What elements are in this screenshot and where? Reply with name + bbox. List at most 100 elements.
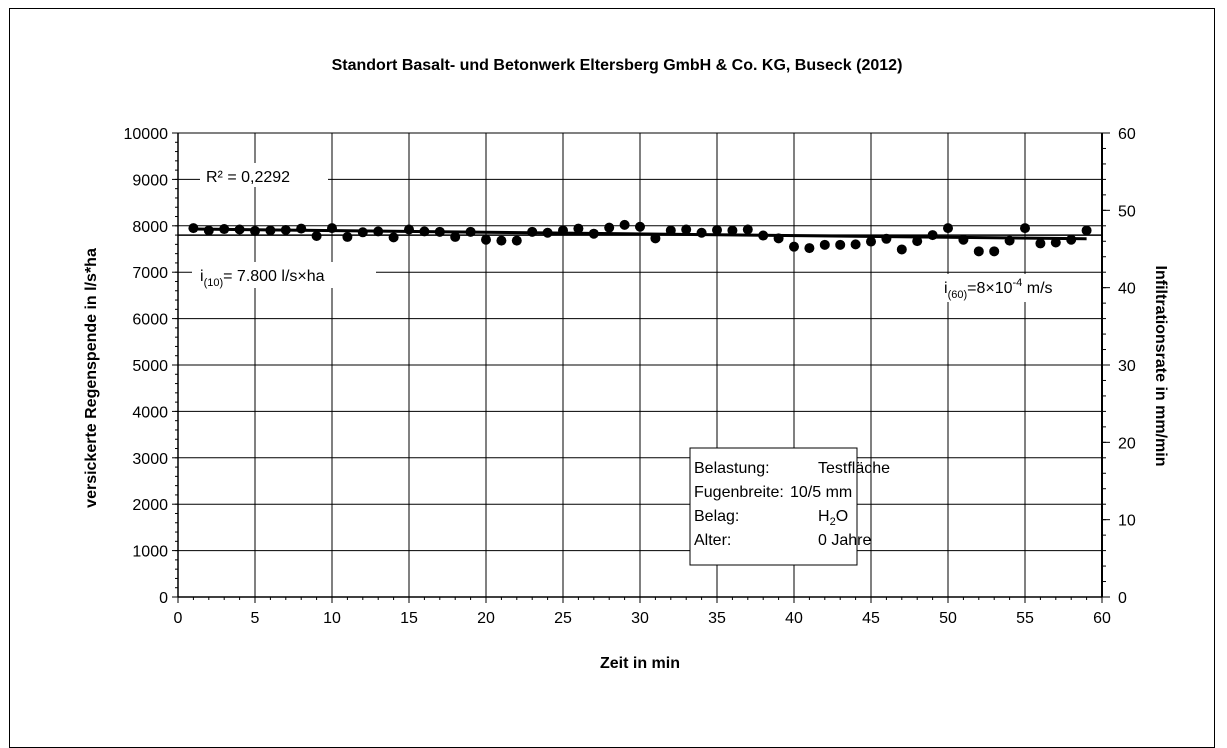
- trendline: [193, 227, 1087, 241]
- data-point: [527, 226, 538, 237]
- x-tick-label: 15: [400, 610, 418, 627]
- i60-rest: m/s: [1022, 280, 1052, 297]
- y-tick-label: 0: [159, 590, 168, 607]
- i10-label-bg: [192, 262, 376, 288]
- data-point: [265, 225, 276, 236]
- data-point: [357, 227, 368, 238]
- x-tick-label: 20: [477, 610, 495, 627]
- data-point: [419, 226, 430, 237]
- data-point: [727, 225, 738, 236]
- y-tick-label: 3000: [132, 451, 168, 468]
- data-point: [188, 223, 199, 234]
- y-tick-label: 1000: [132, 544, 168, 561]
- data-point: [542, 227, 553, 238]
- data-point: [280, 224, 291, 235]
- data-point: [650, 233, 661, 244]
- axes: [172, 132, 1110, 603]
- y-tick-label: 2000: [132, 497, 168, 514]
- i60-label: i(60)=8×10-4 m/s: [944, 277, 1053, 301]
- x-tick-label: 30: [631, 610, 649, 627]
- data-point: [712, 224, 722, 235]
- data-point: [465, 226, 476, 237]
- i60-mid: =8×10: [967, 280, 1012, 297]
- data-point: [989, 246, 1000, 257]
- x-tick-label: 5: [251, 610, 260, 627]
- data-point: [496, 235, 507, 246]
- data-point: [604, 222, 615, 233]
- data-point: [742, 224, 753, 235]
- data-point: [789, 241, 799, 252]
- data-point: [481, 234, 491, 245]
- data-point: [327, 223, 337, 234]
- info-value-belastung: Testfläche: [818, 460, 890, 477]
- x-tick-label: 0: [174, 610, 183, 627]
- chart-svg: Standort Basalt- und Betonwerk Eltersber…: [83, 57, 1169, 672]
- i10-rest: = 7.800 l/s×ha: [223, 268, 325, 285]
- chart-frame: [9, 8, 1215, 748]
- data-point: [973, 246, 984, 257]
- y2-tick-label: 0: [1118, 590, 1127, 607]
- data-point: [635, 221, 645, 232]
- data-point: [835, 239, 846, 250]
- data-point: [311, 231, 322, 242]
- data-point: [912, 236, 923, 247]
- i60-sub: (60): [948, 289, 968, 301]
- info-value-belag: H2O: [818, 508, 848, 528]
- info-value-alter: 0 Jahre: [818, 532, 871, 549]
- data-point: [342, 231, 353, 242]
- data-point: [773, 233, 784, 244]
- data-point: [896, 244, 907, 255]
- data-point: [434, 226, 445, 237]
- data-point: [558, 225, 568, 236]
- data-point: [1081, 225, 1092, 236]
- y-tick-label: 10000: [124, 126, 169, 143]
- data-point: [881, 233, 892, 244]
- y-tick-label: 6000: [132, 312, 168, 329]
- x-tick-label: 50: [939, 610, 957, 627]
- data-point: [1020, 223, 1030, 234]
- chart-title: Standort Basalt- und Betonwerk Eltersber…: [332, 57, 903, 74]
- data-point: [619, 219, 630, 230]
- info-value-belag-main: H: [818, 508, 830, 525]
- data-point: [203, 225, 214, 236]
- data-point: [1066, 234, 1077, 245]
- data-point: [758, 230, 769, 241]
- data-point: [219, 224, 230, 235]
- data-point: [511, 235, 522, 246]
- y-tick-label: 8000: [132, 219, 168, 236]
- grid-lines: [177, 132, 1103, 598]
- data-point: [1004, 235, 1015, 246]
- info-key-belag: Belag:: [694, 508, 739, 525]
- y2-tick-label: 50: [1118, 203, 1136, 220]
- info-box-frame: [689, 447, 858, 566]
- i60-main: i: [944, 280, 948, 297]
- y-tick-label: 7000: [132, 265, 168, 282]
- data-point: [819, 239, 830, 250]
- info-value-belag-rest: O: [836, 508, 848, 525]
- info-key-belastung: Belastung:: [694, 460, 770, 477]
- r2-label-bg: [200, 163, 328, 187]
- trendline-linear: [193, 227, 1087, 241]
- y-tick-label: 5000: [132, 358, 168, 375]
- x-tick-label: 60: [1093, 610, 1111, 627]
- y2-tick-label: 10: [1118, 513, 1136, 530]
- data-point: [450, 231, 461, 242]
- data-point: [1035, 238, 1046, 249]
- data-point: [804, 243, 815, 254]
- y2-tick-label: 60: [1118, 126, 1136, 143]
- x-tick-label: 25: [554, 610, 572, 627]
- data-point: [573, 223, 584, 234]
- info-key-alter: Alter:: [694, 532, 731, 549]
- y2-tick-label: 20: [1118, 435, 1136, 452]
- i10-main: i: [200, 268, 204, 285]
- data-point: [1050, 237, 1061, 248]
- tick-labels: 0 5 10 15 20 25 30 35 40 45 50 55 600100020003000400…: [124, 126, 1136, 627]
- x-tick-label: 55: [1016, 610, 1034, 627]
- r2-label: R² = 0,2292: [206, 169, 290, 186]
- data-point: [665, 225, 676, 236]
- i10-sub: (10): [204, 277, 224, 289]
- data-point: [250, 225, 260, 236]
- info-value-belag-sub: 2: [830, 516, 836, 528]
- info-box: Belastung: Testfläche Fugenbreite: 10/5 …: [689, 447, 890, 566]
- data-point: [404, 224, 414, 235]
